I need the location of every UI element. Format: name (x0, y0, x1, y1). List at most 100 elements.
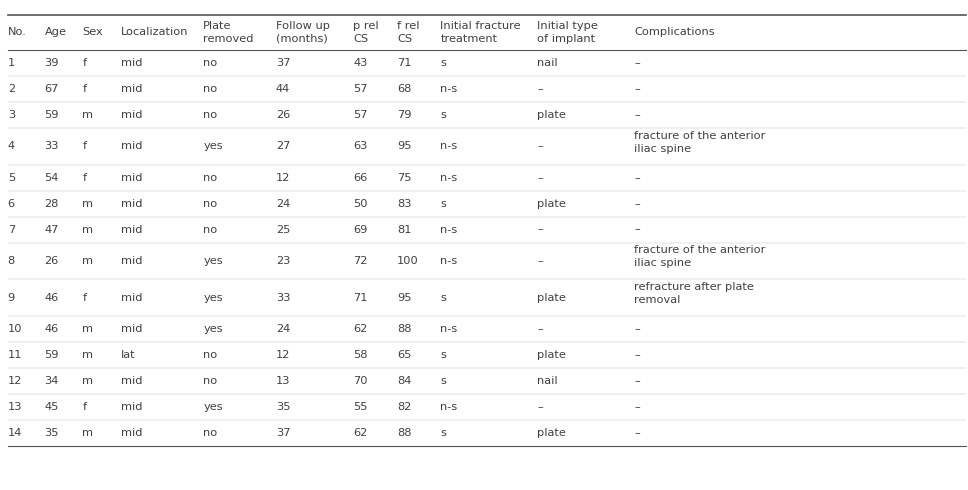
Text: –: – (634, 110, 640, 120)
Text: 35: 35 (276, 402, 290, 412)
Text: n-s: n-s (440, 172, 458, 183)
Text: 4: 4 (8, 141, 15, 151)
Text: No.: No. (8, 27, 26, 37)
Text: Complications: Complications (634, 27, 714, 37)
Text: mid: mid (121, 141, 142, 151)
Text: mid: mid (121, 172, 142, 183)
Text: 12: 12 (276, 350, 290, 360)
Text: –: – (634, 224, 640, 235)
Text: 27: 27 (276, 141, 290, 151)
Text: mid: mid (121, 293, 142, 303)
Text: 95: 95 (397, 141, 411, 151)
Text: 47: 47 (45, 224, 59, 235)
Text: m: m (82, 110, 93, 120)
Text: no: no (203, 198, 218, 209)
Text: –: – (537, 402, 543, 412)
Text: 7: 7 (8, 224, 15, 235)
Text: 37: 37 (276, 58, 290, 68)
Text: –: – (634, 198, 640, 209)
Text: n-s: n-s (440, 256, 458, 266)
Text: m: m (82, 324, 93, 334)
Text: 82: 82 (397, 402, 411, 412)
Text: Sex: Sex (82, 27, 103, 37)
Text: 46: 46 (45, 324, 59, 334)
Text: 2: 2 (8, 84, 15, 94)
Text: no: no (203, 58, 218, 68)
Text: 13: 13 (276, 376, 290, 386)
Text: refracture after plate
removal: refracture after plate removal (634, 282, 754, 305)
Text: plate: plate (537, 293, 566, 303)
Text: yes: yes (203, 141, 223, 151)
Text: p rel
CS: p rel CS (353, 21, 378, 44)
Text: 72: 72 (353, 256, 368, 266)
Text: no: no (203, 110, 218, 120)
Text: 67: 67 (45, 84, 59, 94)
Text: f: f (82, 84, 86, 94)
Text: 24: 24 (276, 324, 290, 334)
Text: f: f (82, 293, 86, 303)
Text: fracture of the anterior
iliac spine: fracture of the anterior iliac spine (634, 245, 766, 269)
Text: mid: mid (121, 324, 142, 334)
Text: 8: 8 (8, 256, 15, 266)
Text: f: f (82, 402, 86, 412)
Text: nail: nail (537, 376, 558, 386)
Text: no: no (203, 84, 218, 94)
Text: 75: 75 (397, 172, 411, 183)
Text: 58: 58 (353, 350, 368, 360)
Text: 26: 26 (276, 110, 290, 120)
Text: 14: 14 (8, 428, 22, 438)
Text: nail: nail (537, 58, 558, 68)
Text: –: – (537, 172, 543, 183)
Text: lat: lat (121, 350, 136, 360)
Text: 95: 95 (397, 293, 411, 303)
Text: plate: plate (537, 350, 566, 360)
Text: 35: 35 (45, 428, 59, 438)
Text: no: no (203, 350, 218, 360)
Text: m: m (82, 428, 93, 438)
Text: 88: 88 (397, 428, 411, 438)
Text: m: m (82, 224, 93, 235)
Text: mid: mid (121, 428, 142, 438)
Text: 33: 33 (45, 141, 59, 151)
Text: 45: 45 (45, 402, 59, 412)
Text: s: s (440, 58, 446, 68)
Text: f rel
CS: f rel CS (397, 21, 419, 44)
Text: 1: 1 (8, 58, 15, 68)
Text: m: m (82, 350, 93, 360)
Text: 57: 57 (353, 110, 368, 120)
Text: 62: 62 (353, 428, 368, 438)
Text: 34: 34 (45, 376, 59, 386)
Text: 70: 70 (353, 376, 368, 386)
Text: mid: mid (121, 198, 142, 209)
Text: 5: 5 (8, 172, 15, 183)
Text: 11: 11 (8, 350, 22, 360)
Text: n-s: n-s (440, 84, 458, 94)
Text: 54: 54 (45, 172, 59, 183)
Text: 9: 9 (8, 293, 15, 303)
Text: Initial type
of implant: Initial type of implant (537, 21, 598, 44)
Text: 37: 37 (276, 428, 290, 438)
Text: –: – (537, 256, 543, 266)
Text: s: s (440, 428, 446, 438)
Text: 84: 84 (397, 376, 411, 386)
Text: f: f (82, 58, 86, 68)
Text: 12: 12 (8, 376, 22, 386)
Text: 25: 25 (276, 224, 290, 235)
Text: s: s (440, 110, 446, 120)
Text: 71: 71 (353, 293, 368, 303)
Text: –: – (537, 224, 543, 235)
Text: 44: 44 (276, 84, 290, 94)
Text: fracture of the anterior
iliac spine: fracture of the anterior iliac spine (634, 131, 766, 154)
Text: 46: 46 (45, 293, 59, 303)
Text: 83: 83 (397, 198, 411, 209)
Text: 43: 43 (353, 58, 368, 68)
Text: mid: mid (121, 58, 142, 68)
Text: mid: mid (121, 224, 142, 235)
Text: n-s: n-s (440, 224, 458, 235)
Text: 100: 100 (397, 256, 418, 266)
Text: mid: mid (121, 84, 142, 94)
Text: Localization: Localization (121, 27, 189, 37)
Text: no: no (203, 376, 218, 386)
Text: yes: yes (203, 256, 223, 266)
Text: 62: 62 (353, 324, 368, 334)
